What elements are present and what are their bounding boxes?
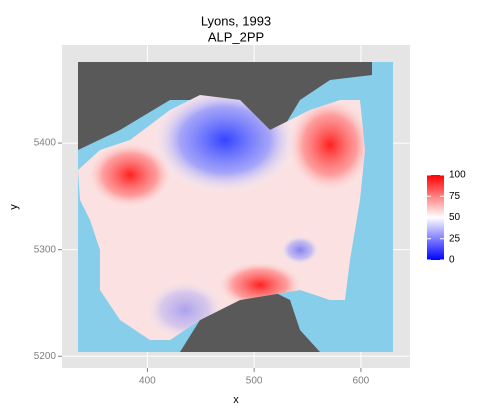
colorbar-label: 0	[449, 255, 455, 266]
y-axis-title: y	[8, 204, 20, 210]
colorbar-scale	[427, 175, 444, 260]
y-tick-label: 5200	[34, 351, 57, 362]
colorbar-label: 75	[449, 191, 461, 202]
colorbar-label: 25	[449, 233, 461, 244]
outside-area	[180, 290, 320, 352]
map	[78, 62, 393, 352]
heat-blob	[85, 140, 175, 210]
chart-subtitle: ALP_2PP	[208, 29, 264, 44]
x-tick-label: 400	[139, 376, 156, 387]
colorbar-label: 50	[449, 212, 461, 223]
axes: 400 500 600 5200 5300 5400	[34, 138, 370, 387]
heat-blob	[280, 235, 320, 265]
y-tick-label: 5300	[34, 244, 57, 255]
heat-blob	[285, 95, 365, 195]
chart-title: Lyons, 1993	[201, 13, 271, 28]
x-axis-title: x	[233, 394, 239, 406]
colorbar: 0 25 50 75 100	[427, 170, 466, 266]
x-tick-label: 500	[246, 376, 263, 387]
x-tick-label: 600	[353, 376, 370, 387]
y-tick-label: 5400	[34, 138, 57, 149]
colorbar-label: 100	[449, 170, 466, 181]
